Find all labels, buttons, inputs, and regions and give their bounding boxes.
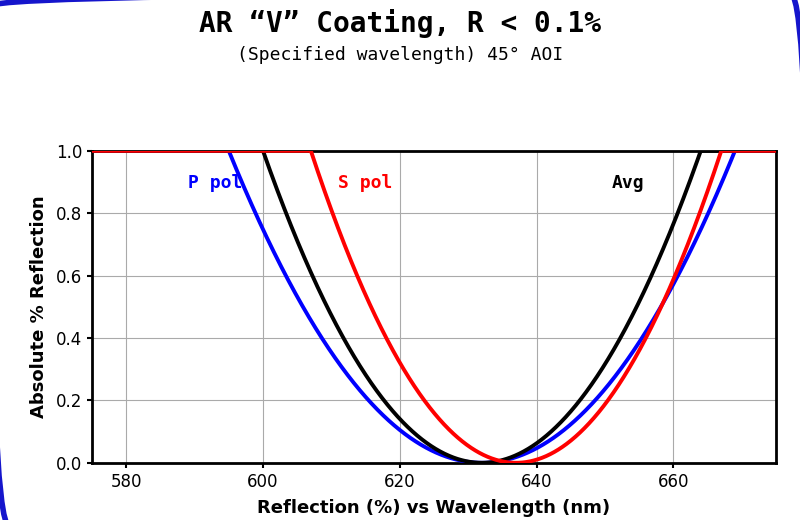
Text: Avg: Avg	[612, 174, 645, 192]
Text: AR “V” Coating, R < 0.1%: AR “V” Coating, R < 0.1%	[199, 9, 601, 38]
Text: (Specified wavelength) 45° AOI: (Specified wavelength) 45° AOI	[237, 46, 563, 63]
Y-axis label: Absolute % Reflection: Absolute % Reflection	[30, 196, 47, 418]
Text: P pol: P pol	[188, 174, 242, 192]
X-axis label: Reflection (%) vs Wavelength (nm): Reflection (%) vs Wavelength (nm)	[258, 499, 610, 517]
Text: S pol: S pol	[338, 174, 393, 192]
